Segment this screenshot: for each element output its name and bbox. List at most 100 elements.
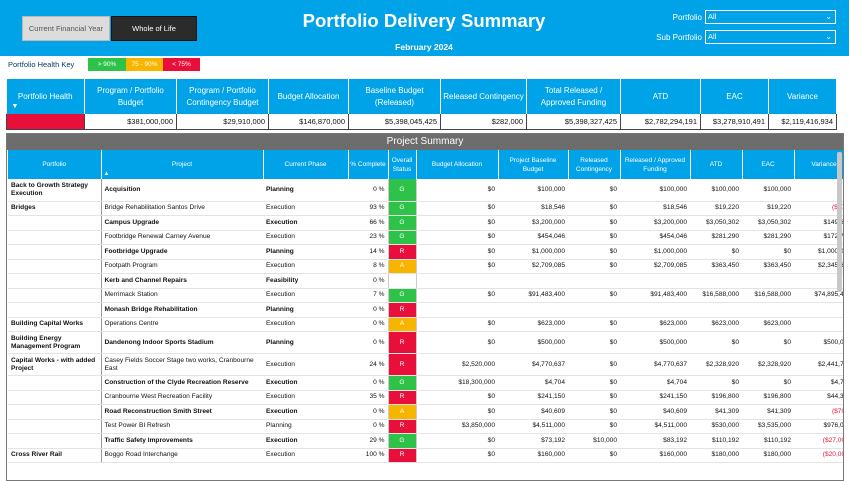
percent-complete-cell: 0 % [348, 404, 388, 420]
variance-cell: $0 [794, 179, 843, 202]
phase-cell: Execution [263, 288, 348, 303]
table-row[interactable]: Cross River Rail Boggo Road Interchange Ex… [8, 448, 843, 463]
sub-portfolio-filter-select[interactable]: All ⌄ [705, 30, 836, 44]
budget-allocation-cell: $0 [416, 331, 498, 354]
page-title: Portfolio Delivery Summary [302, 10, 546, 31]
summary-header-cell[interactable]: EAC [700, 79, 769, 114]
table-row[interactable]: Building Energy Management Program Danden… [8, 331, 843, 354]
table-row[interactable]: Footbridge Renewal Carney Avenue Executio… [8, 230, 843, 245]
eac-cell: $623,000 [742, 317, 794, 332]
project-header-cell[interactable]: Released / Approved Funding [620, 150, 691, 179]
project-summary-panel: Project Summary Portfolio Project ▲ Curre… [6, 133, 844, 481]
atd-cell: $180,000 [690, 448, 742, 463]
summary-header-cell[interactable]: Total Released / Approved Funding [526, 79, 621, 114]
status-badge: A [387, 259, 417, 274]
project-header-cell[interactable]: Portfolio [8, 150, 102, 179]
sort-caret-icon[interactable]: ▲ [103, 171, 110, 177]
approved-funding-cell: $4,704 [620, 375, 690, 391]
table-row[interactable]: Footpath Program Execution 8 % A $0 $2,709,08… [8, 259, 843, 274]
whole-of-life-button[interactable]: Whole of Life [111, 16, 197, 41]
atd-cell: $110,192 [690, 433, 742, 449]
table-row[interactable]: Merrimack Station Execution 7 % G $0 $91,483,… [8, 288, 843, 303]
atd-cell: $363,450 [690, 259, 742, 274]
current-financial-year-button[interactable]: Current Financial Year [22, 16, 110, 41]
phase-cell: Execution [263, 353, 348, 376]
approved-funding-cell: $241,150 [620, 390, 690, 405]
released-contingency-cell: $0 [568, 448, 620, 463]
portfolio-filter-select[interactable]: All ⌄ [705, 10, 836, 24]
eac-cell: $0 [742, 244, 794, 260]
baseline-budget-cell: $40,609 [498, 404, 568, 420]
summary-header-cell[interactable]: Budget Allocation [268, 79, 349, 114]
portfolio-cell [8, 433, 102, 449]
project-header-cell[interactable]: Variance [794, 150, 843, 179]
sort-caret-icon[interactable]: ▼ [11, 103, 19, 110]
summary-header-cell[interactable]: Program / Portfolio Contingency Budget [176, 79, 269, 114]
project-header-cell[interactable]: EAC [742, 150, 795, 179]
table-row[interactable]: Capital Works - with added Project Casey … [8, 353, 843, 376]
table-row[interactable]: Building Capital Works Operations Centre E… [8, 317, 843, 332]
project-header-cell[interactable]: Project Baseline Budget [498, 150, 569, 179]
summary-header-cell[interactable]: ATD [620, 79, 701, 114]
budget-allocation-cell: $0 [416, 317, 498, 332]
summary-header-cell[interactable]: Variance [768, 79, 837, 114]
summary-header-cell[interactable]: Portfolio Health ▼ [6, 79, 85, 114]
percent-complete-cell: 0 % [348, 331, 388, 354]
table-row[interactable]: Cranbourne West Recreation Facility Execu… [8, 390, 843, 405]
approved-funding-cell: $623,000 [620, 317, 690, 332]
table-row[interactable]: Back to Growth Strategy Execution Acquisi… [8, 179, 843, 202]
released-contingency-cell: $0 [568, 317, 620, 332]
budget-allocation-cell: $0 [416, 244, 498, 260]
project-header-cell[interactable]: Released Contingency [568, 150, 621, 179]
summary-header-cell[interactable]: Released Contingency [440, 79, 527, 114]
atd-cell: $0 [690, 244, 742, 260]
table-row[interactable]: Traffic Safety Improvements Execution 29 %… [8, 433, 843, 449]
budget-allocation-cell: $0 [416, 390, 498, 405]
summary-header-cell[interactable]: Program / Portfolio Budget [84, 79, 177, 114]
approved-funding-cell: $1,000,000 [620, 244, 690, 260]
portfolio-cell: Cross River Rail [8, 448, 102, 463]
table-row[interactable]: Test Power BI Refresh Planning 0 % R $3,850,… [8, 419, 843, 434]
variance-cell: $1,000,000 [794, 244, 843, 260]
percent-complete-cell: 0 % [348, 419, 388, 434]
baseline-budget-cell: $4,704 [498, 375, 568, 391]
project-header-cell[interactable]: Overall Status [388, 150, 417, 179]
project-header-cell[interactable]: Budget Allocation [416, 150, 499, 179]
summary-value-cell: $29,910,000 [176, 114, 269, 130]
eac-cell: $196,800 [742, 390, 794, 405]
released-contingency-cell [568, 273, 620, 289]
vertical-scrollbar[interactable] [837, 152, 842, 292]
table-row[interactable]: Footbridge Upgrade Planning 14 % R $0 $1,000,… [8, 244, 843, 260]
released-contingency-cell: $0 [568, 259, 620, 274]
variance-cell: $172,756 [794, 230, 843, 245]
eac-cell [742, 302, 794, 318]
table-row[interactable]: Road Reconstruction Smith Street Executio… [8, 404, 843, 420]
table-row[interactable]: Campus Upgrade Execution 66 % G $0 $3,200,000… [8, 215, 843, 231]
project-summary-table: Portfolio Project ▲ Current Phase % Compl… [8, 150, 843, 463]
variance-cell: ($27,000) [794, 433, 843, 449]
atd-cell: $623,000 [690, 317, 742, 332]
eac-cell: $41,309 [742, 404, 794, 420]
table-row[interactable]: Kerb and Channel Repairs Feasibility 0 % [8, 273, 843, 289]
released-contingency-cell: $0 [568, 353, 620, 376]
budget-allocation-cell: $0 [416, 230, 498, 245]
baseline-budget-cell: $160,000 [498, 448, 568, 463]
phase-cell: Execution [263, 404, 348, 420]
summary-header-cell[interactable]: Baseline Budget (Released) [348, 79, 441, 114]
project-header-cell[interactable]: % Complete [348, 150, 389, 179]
project-header-cell[interactable]: Project ▲ [101, 150, 264, 179]
approved-funding-cell: $83,192 [620, 433, 690, 449]
percent-complete-cell: 0 % [348, 317, 388, 332]
percent-complete-cell: 66 % [348, 215, 388, 231]
table-row[interactable]: Construction of the Clyde Recreation Res… [8, 375, 843, 391]
project-header-cell[interactable]: ATD [690, 150, 743, 179]
percent-complete-cell: 24 % [348, 353, 388, 376]
portfolio-filter-value: All [708, 12, 717, 21]
table-row[interactable]: Monash Bridge Rehabilitation Planning 0 % R [8, 302, 843, 318]
table-row[interactable]: Bridges Bridge Rehabilitation Santos Driv… [8, 201, 843, 216]
approved-funding-cell: $3,200,000 [620, 215, 690, 231]
baseline-budget-cell [498, 273, 568, 289]
approved-funding-cell [620, 302, 690, 318]
phase-cell: Execution [263, 390, 348, 405]
project-header-cell[interactable]: Current Phase [263, 150, 349, 179]
